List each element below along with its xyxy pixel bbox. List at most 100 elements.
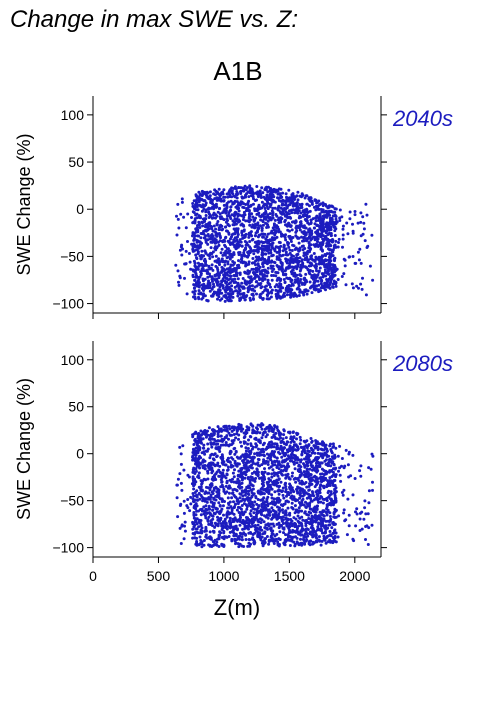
data-point xyxy=(333,265,337,269)
data-point xyxy=(227,251,231,255)
data-point xyxy=(201,224,205,228)
data-point xyxy=(199,513,203,517)
data-point xyxy=(220,279,224,283)
scatter-points xyxy=(175,422,375,549)
data-point xyxy=(240,444,243,448)
data-point xyxy=(289,491,293,494)
data-point xyxy=(276,428,280,432)
data-point xyxy=(263,530,267,534)
data-point xyxy=(243,240,247,243)
data-point xyxy=(253,531,257,535)
data-point xyxy=(299,278,303,281)
data-point xyxy=(322,484,326,488)
data-point xyxy=(225,296,229,300)
data-point xyxy=(297,470,301,474)
data-point xyxy=(198,254,202,258)
data-point xyxy=(270,209,274,213)
data-point xyxy=(267,472,271,476)
data-point xyxy=(224,209,228,213)
data-point xyxy=(261,447,265,451)
data-point xyxy=(328,476,332,480)
data-point xyxy=(221,192,225,196)
data-point xyxy=(216,435,220,438)
data-point xyxy=(228,188,232,192)
data-point xyxy=(250,191,254,195)
data-point xyxy=(231,295,235,299)
data-point xyxy=(260,229,264,232)
data-point xyxy=(225,473,229,477)
data-point xyxy=(208,194,212,198)
data-point xyxy=(295,207,299,211)
data-point xyxy=(298,256,302,260)
data-point xyxy=(261,261,265,265)
data-point xyxy=(195,195,199,199)
data-point xyxy=(346,232,350,236)
data-point xyxy=(262,275,266,278)
data-point xyxy=(198,216,201,220)
data-point xyxy=(307,458,311,462)
data-point xyxy=(294,530,298,534)
data-point xyxy=(323,538,327,542)
data-point xyxy=(334,473,338,477)
data-point xyxy=(213,521,217,525)
data-point xyxy=(320,539,324,543)
data-point xyxy=(225,434,229,438)
data-point xyxy=(229,199,233,203)
data-point xyxy=(227,255,230,259)
data-point xyxy=(245,507,249,511)
data-point xyxy=(348,217,352,221)
data-point xyxy=(318,213,322,217)
data-point xyxy=(207,466,211,470)
data-point xyxy=(241,261,245,265)
data-point xyxy=(279,523,283,527)
data-point xyxy=(214,264,218,268)
data-point xyxy=(309,519,313,523)
data-point xyxy=(265,297,269,301)
data-point xyxy=(322,202,326,206)
data-point xyxy=(310,533,314,537)
data-point xyxy=(286,472,290,476)
data-point xyxy=(331,531,335,535)
data-point xyxy=(368,264,372,268)
data-point xyxy=(247,501,251,505)
data-point xyxy=(217,259,221,263)
data-point xyxy=(244,247,247,251)
data-point xyxy=(242,522,246,526)
data-point xyxy=(242,186,246,190)
data-point xyxy=(249,203,253,207)
data-point xyxy=(259,508,263,512)
data-point xyxy=(361,276,364,280)
data-point xyxy=(331,238,334,241)
data-point xyxy=(210,227,214,231)
data-point xyxy=(237,437,240,441)
data-point xyxy=(269,510,273,514)
data-point xyxy=(355,507,359,511)
data-point xyxy=(264,217,268,221)
data-point xyxy=(358,247,362,251)
data-point xyxy=(363,506,367,510)
data-point xyxy=(269,295,273,299)
data-point xyxy=(270,259,274,263)
data-point xyxy=(298,516,302,520)
data-point xyxy=(230,537,234,541)
data-point xyxy=(318,217,322,221)
data-point xyxy=(267,427,271,430)
data-point xyxy=(200,481,204,485)
data-point xyxy=(328,493,332,497)
data-point xyxy=(215,190,219,194)
data-point xyxy=(255,502,259,506)
data-point xyxy=(326,270,330,273)
data-point xyxy=(269,458,273,462)
data-point xyxy=(239,455,243,459)
data-point xyxy=(315,517,319,521)
data-point xyxy=(224,235,228,239)
data-point xyxy=(249,442,253,446)
data-point xyxy=(338,216,342,220)
data-point xyxy=(193,479,197,483)
data-point xyxy=(332,214,336,218)
data-point xyxy=(275,532,279,536)
data-point xyxy=(270,278,274,282)
data-point xyxy=(290,293,294,297)
data-point xyxy=(342,508,346,512)
